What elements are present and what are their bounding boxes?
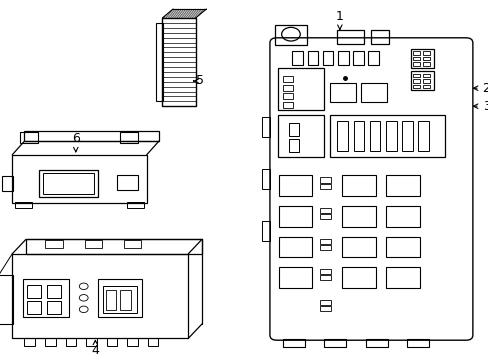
Text: 6: 6 [72,132,80,152]
Text: 4: 4 [91,340,99,357]
FancyBboxPatch shape [269,38,472,340]
Text: 3: 3 [472,100,488,113]
Text: 1: 1 [335,10,343,30]
Text: 2: 2 [472,82,488,95]
Text: 5: 5 [193,75,204,87]
